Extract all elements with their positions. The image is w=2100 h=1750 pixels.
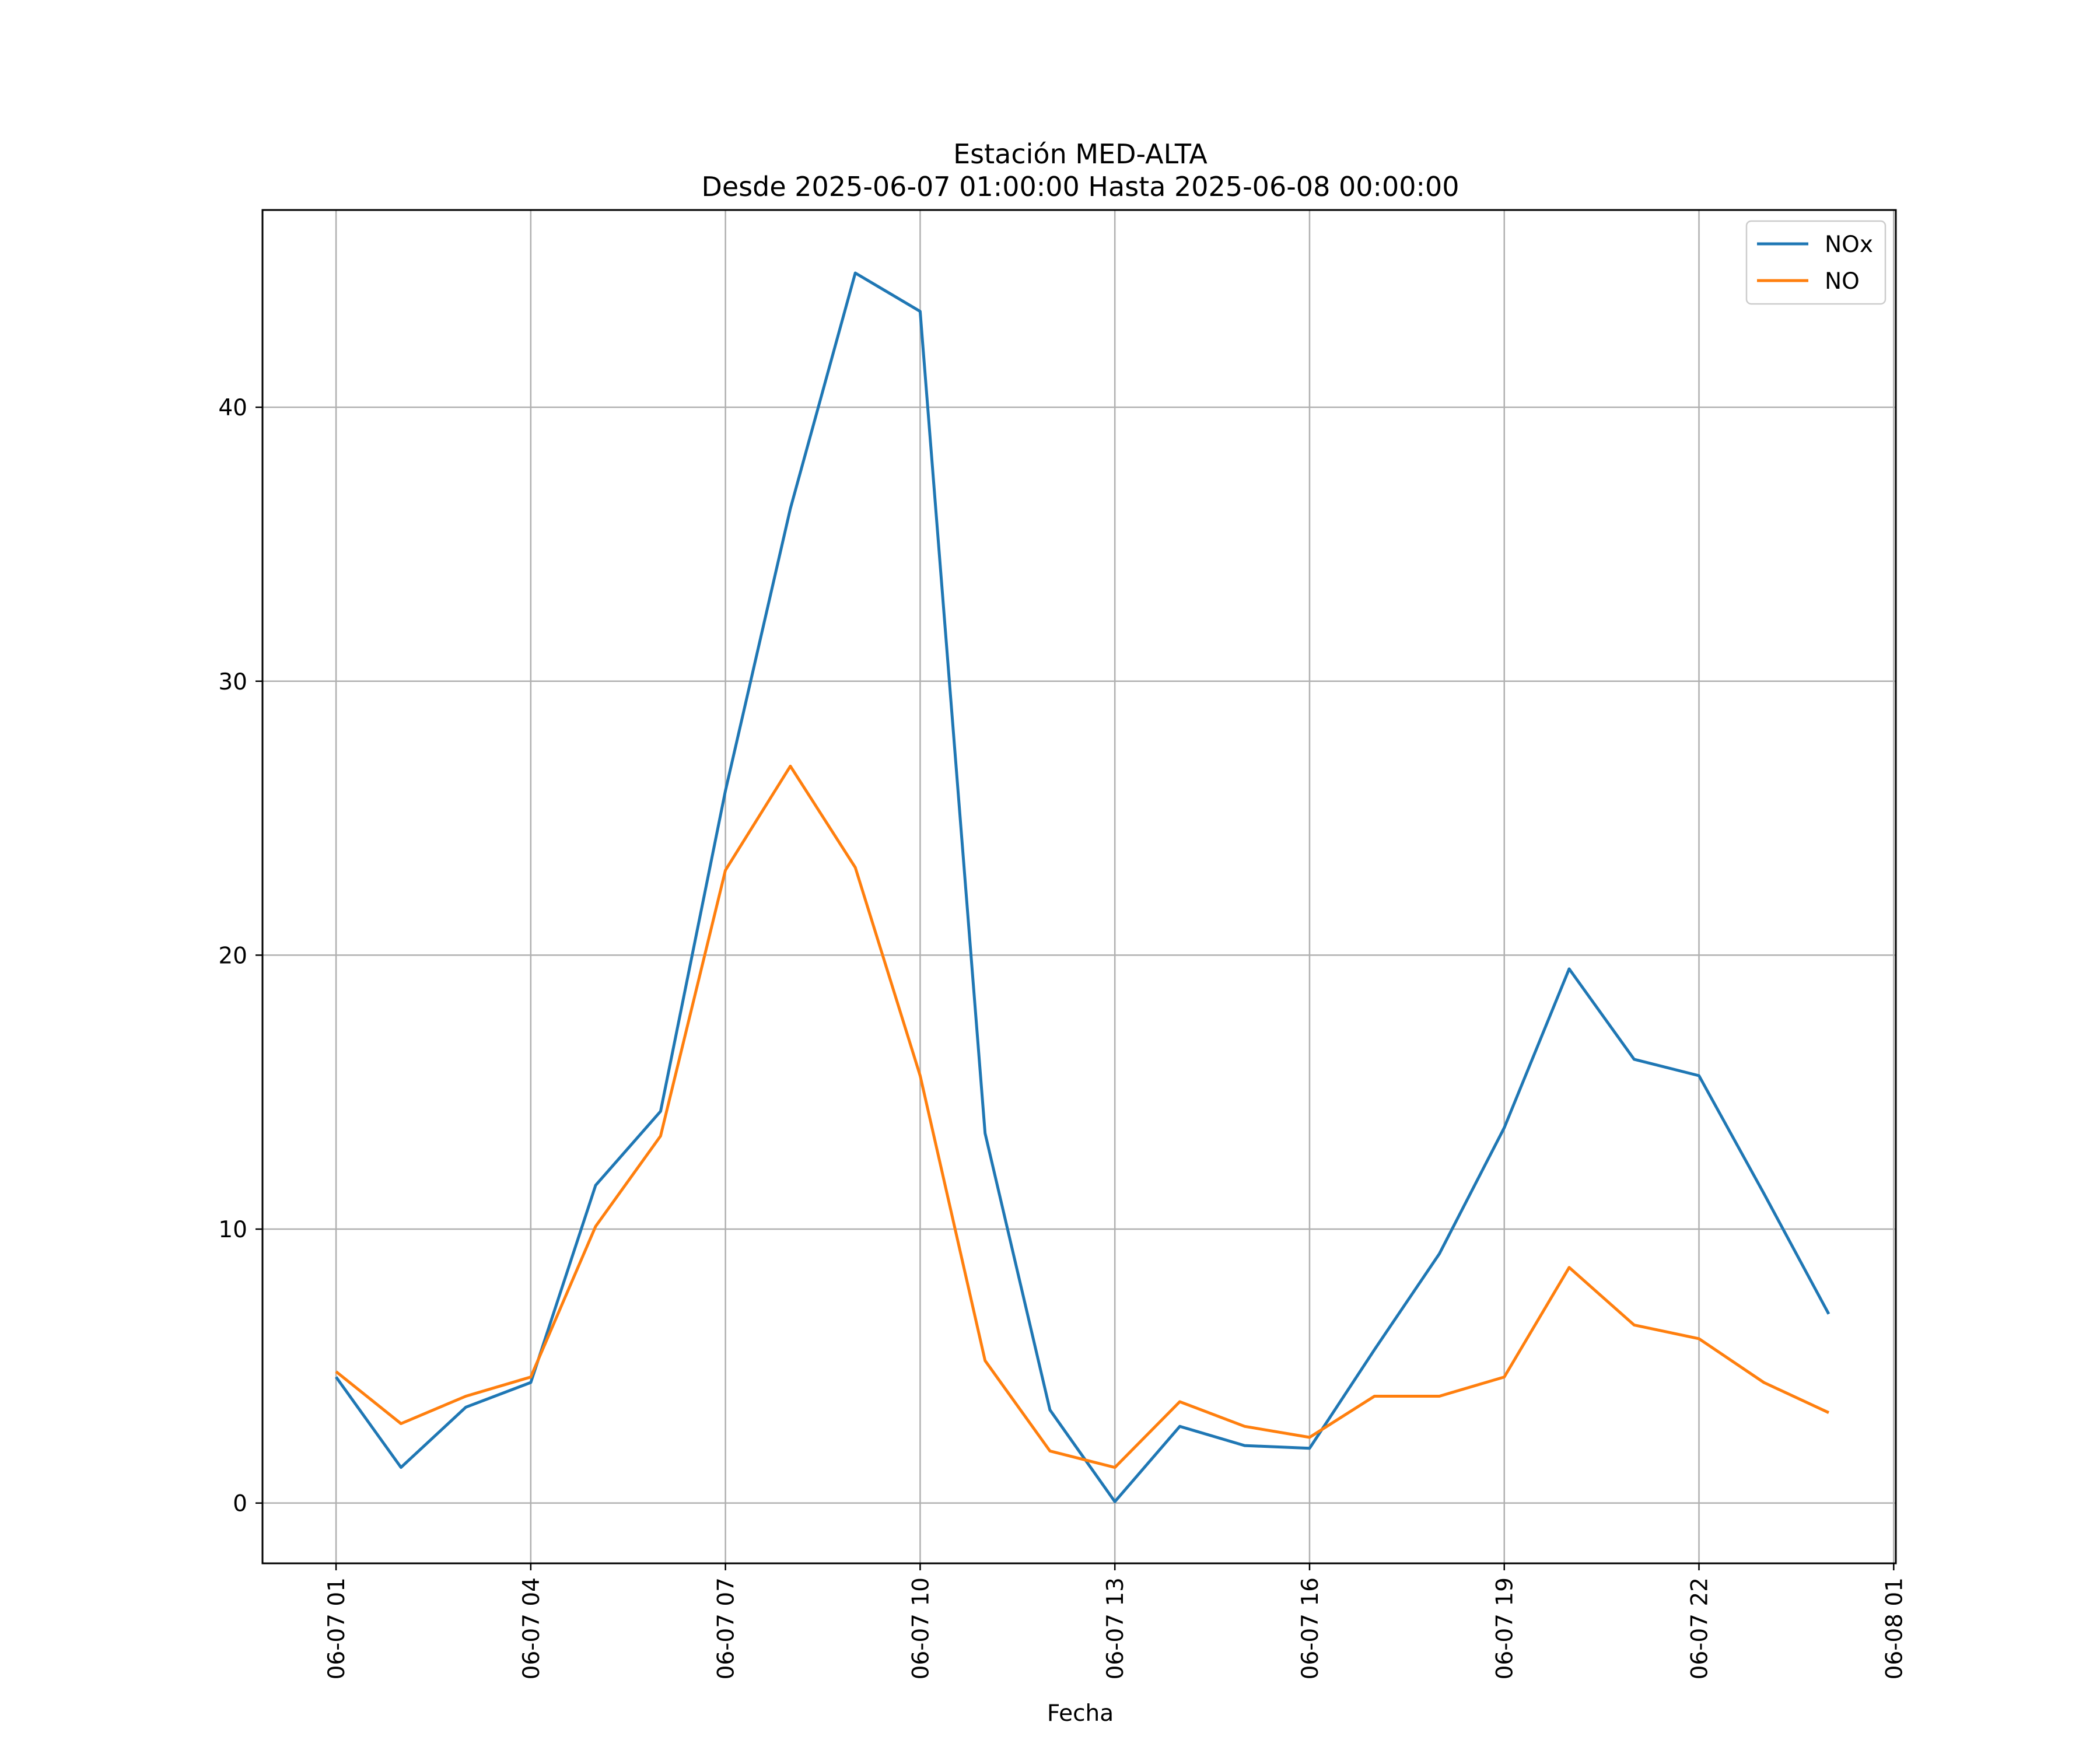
y-tick-label-10: 10 bbox=[218, 1217, 247, 1243]
series-line-nox bbox=[335, 271, 1831, 1503]
x-tick-label-06-07-16: 06-07 16 bbox=[1297, 1577, 1324, 1679]
y-tick-label-20: 20 bbox=[218, 943, 247, 969]
x-tick-label-06-07-07: 06-07 07 bbox=[713, 1577, 740, 1679]
legend: NOx NO bbox=[1745, 220, 1887, 305]
x-tick-label-06-08-01: 06-08 01 bbox=[1881, 1577, 1908, 1679]
legend-label-no: NO bbox=[1825, 268, 1860, 295]
x-tick-label-06-07-04: 06-07 04 bbox=[519, 1577, 545, 1679]
y-tick-label-40: 40 bbox=[218, 395, 247, 421]
x-tick-label-06-07-22: 06-07 22 bbox=[1687, 1577, 1713, 1679]
x-tick-label-06-07-10: 06-07 10 bbox=[908, 1577, 934, 1679]
chart-subtitle: Desde 2025-06-07 01:00:00 Hasta 2025-06-… bbox=[701, 171, 1459, 202]
x-tick-label-06-07-01: 06-07 01 bbox=[324, 1577, 350, 1679]
legend-box bbox=[1745, 220, 1887, 305]
axis-ticks: 06-07 01 06-07 04 06-07 07 06-07 10 06-07 13… bbox=[218, 395, 1908, 1679]
series-line-no bbox=[335, 764, 1830, 1469]
y-tick-label-30: 30 bbox=[218, 669, 247, 695]
series-lines bbox=[335, 271, 1831, 1503]
legend-label-nox: NOx bbox=[1825, 232, 1873, 258]
y-tick-label-0: 0 bbox=[233, 1491, 247, 1517]
grid bbox=[262, 210, 1896, 1563]
chart-title: Estación MED-ALTA bbox=[953, 138, 1208, 170]
plot-frame bbox=[261, 209, 1897, 1564]
x-axis-label: Fecha bbox=[1047, 1700, 1114, 1727]
x-tick-label-06-07-13: 06-07 13 bbox=[1102, 1577, 1129, 1679]
x-tick-label-06-07-19: 06-07 19 bbox=[1492, 1577, 1518, 1679]
